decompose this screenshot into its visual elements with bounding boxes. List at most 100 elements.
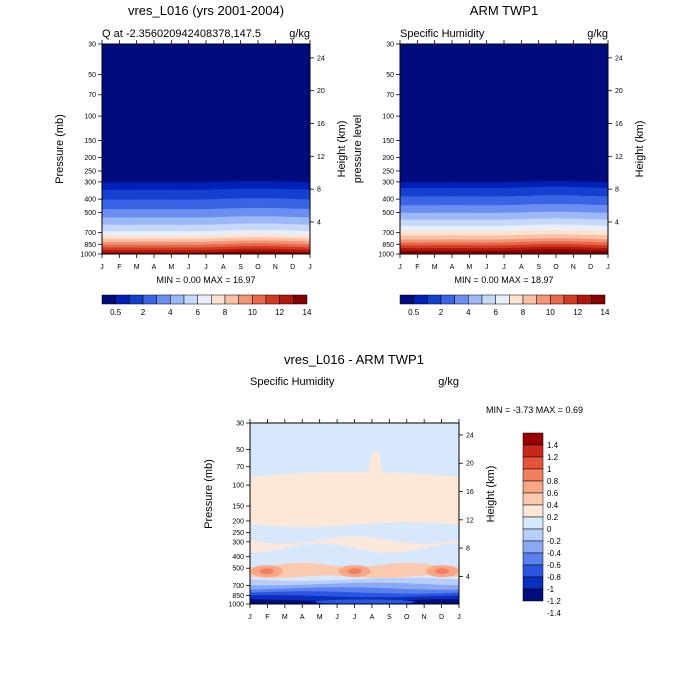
month-tick-label: J [457, 614, 461, 621]
month-tick-label: J [335, 614, 339, 621]
month-tick-label: A [519, 264, 524, 271]
month-tick-label: S [238, 264, 243, 271]
month-tick-label: J [204, 264, 208, 271]
pressure-tick-label: 400 [84, 197, 96, 204]
colorbar-swatch [481, 294, 496, 305]
month-tick-label: S [536, 264, 541, 271]
colorbar-label: -1.2 [547, 597, 561, 606]
colorbar-swatch [293, 294, 308, 305]
height-tick-label: 20 [615, 88, 623, 95]
colorbar-swatch [522, 540, 544, 554]
month-tick-label: J [308, 264, 312, 271]
panel-diff-minmax: MIN = -3.73 MAX = 0.69 [486, 405, 583, 415]
colorbar-label: 2 [141, 308, 146, 317]
pressure-tick-label: 250 [232, 530, 244, 537]
pressure-tick-label: 500 [382, 210, 394, 217]
contour-lobe [259, 568, 274, 575]
colorbar-swatch [522, 504, 544, 518]
month-tick-label: J [606, 264, 610, 271]
axes-diff: 30 50 70 100 150 200 250 300 400 500 700 850 1000 4 8 1… [228, 419, 474, 621]
panel-obs-ylabel: pressure level [352, 115, 364, 183]
pressure-tick-label: 850 [232, 593, 244, 600]
month-tick-label: A [152, 264, 157, 271]
month-tick-label: J [398, 264, 402, 271]
colorbar-swatch [224, 294, 239, 305]
pressure-tick-label: 50 [236, 447, 244, 454]
colorbar-label: 12 [573, 308, 582, 317]
pressure-tick-label: 250 [382, 168, 394, 175]
month-tick-label: A [450, 264, 455, 271]
colorbar-label: 14 [303, 308, 312, 317]
month-tick-label: O [553, 264, 559, 271]
colorbar-swatch [238, 294, 253, 305]
colorbar-label: 0.8 [547, 477, 559, 486]
month-tick-label: F [117, 264, 121, 271]
colorbar-swatch [522, 552, 544, 566]
colorbar-swatch [129, 294, 144, 305]
colorbar-swatch [454, 294, 469, 305]
pressure-tick-label: 150 [382, 138, 394, 145]
month-tick-label: J [100, 264, 104, 271]
colorbar-swatch [522, 294, 537, 305]
colorbar-swatch [440, 294, 455, 305]
colorbar-label: 8 [223, 308, 228, 317]
panel-obs-left-label: Specific Humidity [400, 28, 485, 40]
colorbar-label: 6 [493, 308, 498, 317]
month-tick-label: O [255, 264, 261, 271]
colorbar-label: -1.4 [547, 609, 561, 618]
colorbar-swatch [522, 456, 544, 470]
panel-diff-ylabel: Pressure (mb) [203, 459, 215, 529]
month-tick-label: F [265, 614, 269, 621]
height-tick-label: 12 [466, 517, 474, 524]
panel-obs-y2label: Height (km) [634, 121, 646, 178]
colorbar-swatch [536, 294, 551, 305]
month-tick-label: M [317, 614, 323, 621]
colorbar-swatch [522, 576, 544, 590]
colorbar-swatch [522, 468, 544, 482]
colorbar-swatch [115, 294, 130, 305]
axes-obs: 30 50 70 100 150 200 250 300 400 500 700 850 1000 4 8 1… [378, 40, 623, 271]
colorbar-label: 0.5 [408, 308, 420, 317]
pressure-tick-label: 300 [382, 179, 394, 186]
colorbar-swatch [413, 294, 428, 305]
colorbar-label: -0.4 [547, 549, 561, 558]
pressure-tick-label: 1000 [228, 602, 244, 609]
colorbar-obs: 0.5 2 4 6 8 10 12 14 [399, 294, 610, 317]
month-tick-label: A [300, 614, 305, 621]
pressure-tick-label: 250 [84, 168, 96, 175]
pressure-tick-label: 400 [382, 197, 394, 204]
month-tick-label: N [273, 264, 278, 271]
month-tick-label: D [439, 614, 444, 621]
panel-model-units: g/kg [289, 28, 310, 40]
colorbar-label: 0.6 [547, 489, 559, 498]
height-tick-label: 16 [615, 121, 623, 128]
month-tick-label: J [353, 614, 357, 621]
colorbar-swatch [252, 294, 267, 305]
colorbar-label: 1 [547, 465, 552, 474]
month-tick-label: D [588, 264, 593, 271]
contour-band [400, 249, 608, 254]
colorbar-swatch [522, 492, 544, 506]
panel-model-ylabel: Pressure (mb) [54, 114, 66, 184]
colorbar-swatch [427, 294, 442, 305]
colorbar-label: 4 [168, 308, 173, 317]
panel-model-left-label: Q at -2.356020942408378,147.5 [102, 28, 261, 40]
height-tick-label: 24 [615, 55, 623, 62]
colorbar-swatch [468, 294, 483, 305]
panel-model-minmax: MIN = 0.00 MAX = 16.97 [156, 275, 255, 285]
panel-diff-units: g/kg [438, 376, 459, 388]
pressure-tick-label: 200 [232, 518, 244, 525]
colorbar-label: 0.2 [547, 513, 559, 522]
contour-lobe [347, 568, 362, 575]
colorbar-swatch [522, 588, 544, 602]
contour-band [250, 536, 459, 553]
panel-diff-y2label: Height (km) [485, 466, 497, 523]
colorbar-swatch [399, 294, 414, 305]
colorbar-label: 14 [601, 308, 610, 317]
panel-obs-units: g/kg [587, 28, 608, 40]
colorbar-swatch [563, 294, 578, 305]
month-tick-label: M [282, 614, 288, 621]
colorbar-swatch [197, 294, 212, 305]
height-tick-label: 12 [615, 154, 623, 161]
